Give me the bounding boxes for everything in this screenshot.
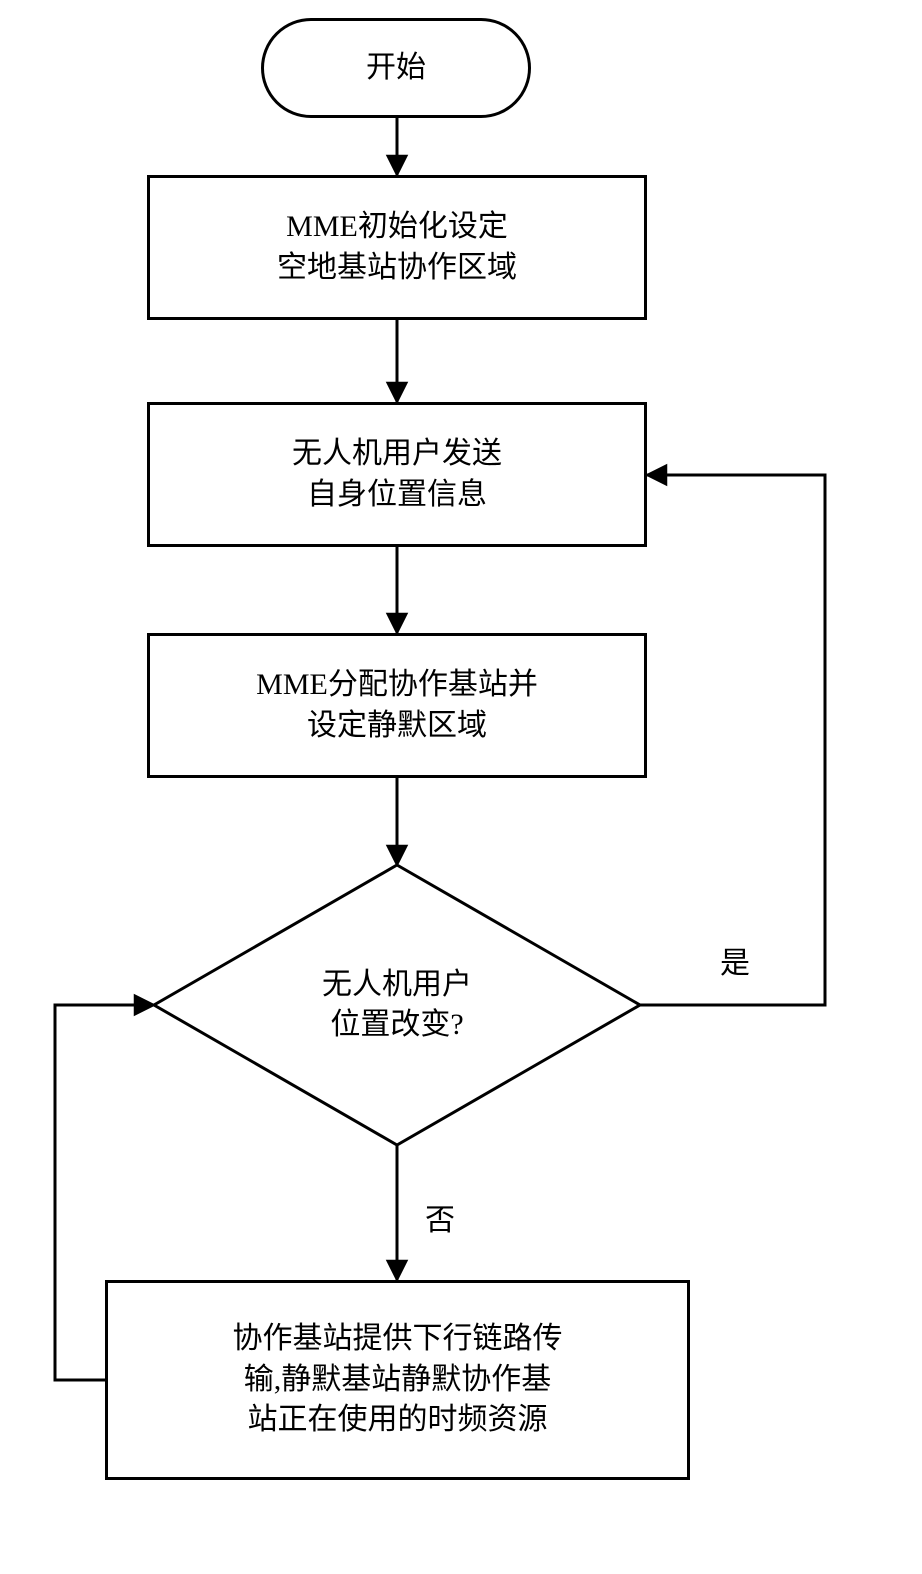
process-mme-assign-text: MME分配协作基站并 设定静默区域	[256, 665, 538, 746]
process-uav-send-position-text: 无人机用户发送 自身位置信息	[292, 434, 502, 515]
terminal-start-label: 开始	[366, 48, 426, 89]
edge-label-yes: 是	[720, 938, 750, 982]
decision-position-changed-text: 无人机用户 位置改变?	[322, 965, 472, 1046]
text-line: 设定静默区域	[256, 706, 538, 747]
terminal-start: 开始	[261, 18, 531, 118]
text-line: MME初始化设定	[277, 207, 517, 248]
edge-label-no: 否	[425, 1195, 455, 1239]
process-mme-assign: MME分配协作基站并 设定静默区域	[147, 633, 647, 778]
flowchart-canvas: 开始 MME初始化设定 空地基站协作区域 无人机用户发送 自身位置信息 MME分…	[0, 0, 922, 1574]
text-line: 协作基站提供下行链路传	[233, 1319, 563, 1360]
decision-position-changed: 无人机用户 位置改变?	[237, 945, 557, 1065]
text-line: 空地基站协作区域	[277, 248, 517, 289]
text-line: 输,静默基站静默协作基	[233, 1360, 563, 1401]
process-mme-init: MME初始化设定 空地基站协作区域	[147, 175, 647, 320]
text-line: 站正在使用的时频资源	[233, 1400, 563, 1441]
text-line: MME分配协作基站并	[256, 665, 538, 706]
process-mme-init-text: MME初始化设定 空地基站协作区域	[277, 207, 517, 288]
text-line: 无人机用户	[322, 965, 472, 1006]
process-cooperative-transmit: 协作基站提供下行链路传 输,静默基站静默协作基 站正在使用的时频资源	[105, 1280, 690, 1480]
text-line: 位置改变?	[322, 1005, 472, 1046]
process-uav-send-position: 无人机用户发送 自身位置信息	[147, 402, 647, 547]
text-line: 无人机用户发送	[292, 434, 502, 475]
text-line: 自身位置信息	[292, 475, 502, 516]
process-cooperative-transmit-text: 协作基站提供下行链路传 输,静默基站静默协作基 站正在使用的时频资源	[233, 1319, 563, 1441]
